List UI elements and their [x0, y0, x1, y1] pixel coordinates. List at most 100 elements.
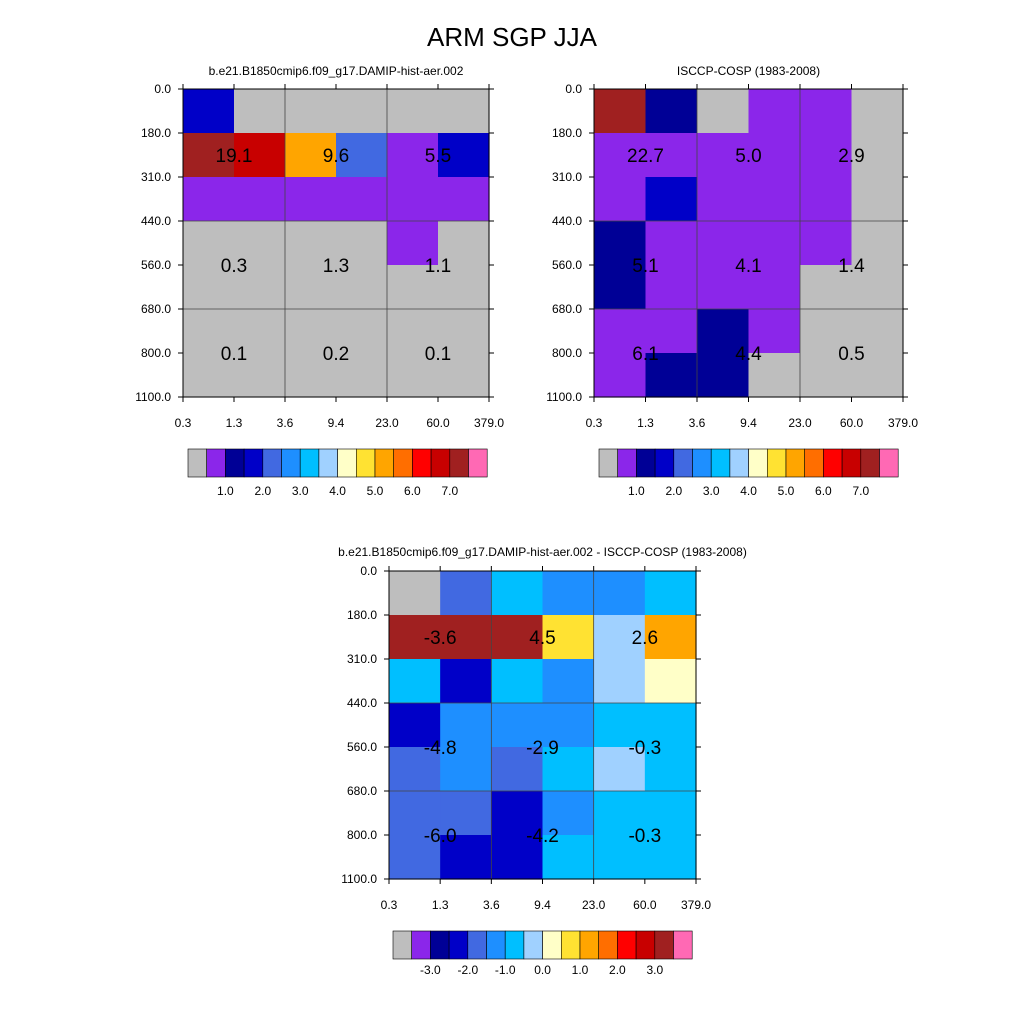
colorbar-label: 3.0: [646, 963, 663, 977]
heatmap-cell: [336, 221, 388, 266]
colorbar: -3.0 -2.0 -1.0 0.0 1.0 2.0 3.0: [392, 930, 693, 977]
colorbar-swatch: [636, 448, 656, 478]
colorbar-swatch: [673, 448, 693, 478]
cell-value-label: 1.3: [323, 256, 349, 277]
colorbar-swatch: [243, 448, 264, 478]
heatmap-cell: [644, 835, 697, 880]
y-tick-label: 310.0: [552, 170, 582, 184]
heatmap-cell: [697, 221, 750, 266]
colorbar-swatch: [785, 448, 806, 478]
cell-value-label: 4.5: [529, 628, 555, 649]
x-tick-label: 0.3: [586, 416, 603, 430]
heatmap-cell: [748, 221, 801, 266]
heatmap-cell: [285, 221, 337, 266]
x-tick-label: 379.0: [474, 416, 504, 430]
heatmap-cell: [593, 615, 646, 660]
heatmap-cell: [645, 177, 698, 222]
y-tick-label: 0.0: [565, 82, 582, 96]
colorbar-swatch: [635, 930, 656, 960]
heatmap-cell: [851, 353, 904, 398]
heatmap-cell: [645, 221, 698, 266]
colorbar-label: 6.0: [404, 484, 421, 498]
heatmap-cell: [183, 353, 235, 398]
heatmap-panel-2: ISCCP-COSP (1983-2008) 0.0 180.0 310.0 440.0…: [546, 64, 918, 430]
heatmap-cell: [234, 353, 286, 398]
heatmap-cell: [594, 133, 647, 178]
heatmap-cell: [800, 221, 853, 266]
heatmap-cell: [389, 747, 441, 792]
heatmap-cell: [748, 309, 801, 354]
colorbar-label: 1.0: [572, 963, 589, 977]
colorbar-swatch: [468, 448, 488, 478]
heatmap-cell: [644, 747, 697, 792]
heatmap-cell: [491, 659, 544, 704]
cell-value-label: 22.7: [627, 146, 664, 167]
colorbar-swatch: [598, 448, 619, 478]
heatmap-cell: [594, 309, 647, 354]
heatmap-cell: [387, 353, 439, 398]
heatmap-cell: [644, 615, 697, 660]
heatmap-cell: [440, 835, 492, 880]
heatmap-cell: [438, 177, 490, 222]
colorbar-label: 1.0: [217, 484, 234, 498]
heatmap-cell: [389, 791, 441, 836]
colorbar-swatch: [225, 448, 245, 478]
heatmap-cell: [491, 747, 544, 792]
heatmap-cell: [285, 309, 337, 354]
heatmap-cell: [593, 703, 646, 748]
colorbar-swatch: [710, 448, 731, 478]
colorbar-swatch: [823, 448, 843, 478]
x-tick-label: 23.0: [375, 416, 399, 430]
heatmap-cell: [387, 133, 439, 178]
colorbar-swatch: [393, 448, 413, 478]
cell-value-label: 2.9: [838, 146, 864, 167]
cell-value-label: 19.1: [216, 146, 253, 167]
y-tick-label: 440.0: [552, 214, 582, 228]
heatmap-cell: [542, 835, 595, 880]
colorbar-swatch: [560, 930, 581, 960]
colorbar-swatch: [374, 448, 395, 478]
heatmap-cell: [697, 177, 750, 222]
colorbar-label: 6.0: [815, 484, 832, 498]
x-tick-label: 23.0: [788, 416, 812, 430]
x-tick-label: 3.6: [483, 898, 500, 912]
colorbar-label: -2.0: [457, 963, 478, 977]
heatmap-cell: [645, 353, 698, 398]
heatmap-cell: [285, 133, 337, 178]
heatmap-cell: [336, 177, 388, 222]
heatmap-cell: [851, 177, 904, 222]
heatmap-cell: [336, 353, 388, 398]
y-tick-label: 800.0: [141, 346, 171, 360]
colorbar-swatch: [504, 930, 525, 960]
cell-value-label: 6.1: [632, 344, 658, 365]
heatmap-cell: [438, 265, 490, 310]
heatmap-cell: [387, 265, 439, 310]
heatmap-cell: [387, 89, 439, 134]
heatmap-cell: [491, 791, 544, 836]
heatmap-cell: [644, 659, 697, 704]
heatmap-cell: [438, 309, 490, 354]
colorbar-swatch: [262, 448, 282, 478]
heatmap-cell: [336, 133, 388, 178]
heatmap-cell: [285, 177, 337, 222]
cell-value-label: 0.5: [838, 344, 864, 365]
heatmap-cell: [542, 703, 595, 748]
heatmap-cell: [697, 309, 750, 354]
heatmap-cell: [491, 835, 544, 880]
colorbar-label: 0.0: [534, 963, 551, 977]
colorbar-label: -1.0: [495, 963, 516, 977]
heatmap-cell: [389, 703, 441, 748]
heatmap-cell: [593, 835, 646, 880]
heatmap-panel-3: b.e21.B1850cmip6.f09_g17.DAMIP-hist-aer.…: [338, 545, 747, 912]
colorbar-swatch: [187, 448, 208, 478]
heatmap-cell: [183, 177, 235, 222]
cell-value-label: -4.2: [526, 826, 559, 847]
heatmap-cell: [440, 615, 492, 660]
heatmap-cell: [748, 177, 801, 222]
colorbar-swatch: [392, 930, 413, 960]
cell-value-label: 4.4: [735, 344, 762, 365]
cell-value-label: 0.2: [323, 344, 349, 365]
heatmap-cell: [234, 221, 286, 266]
cell-value-label: -0.3: [628, 826, 661, 847]
heatmap-cell: [800, 353, 853, 398]
